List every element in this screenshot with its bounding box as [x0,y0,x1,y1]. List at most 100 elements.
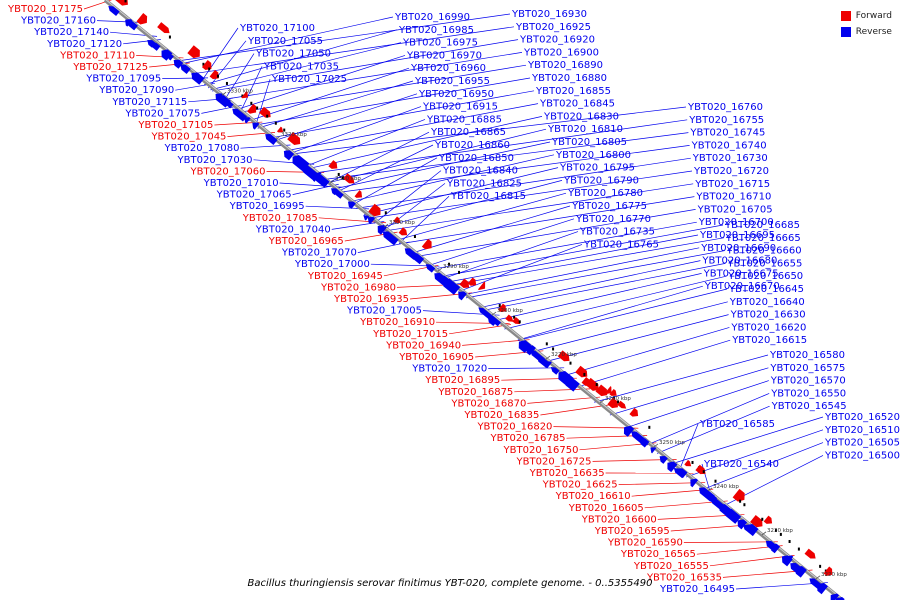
gene-label-YBT020_16495[interactable]: YBT020_16495 [659,584,735,595]
gene-label-YBT020_16625[interactable]: YBT020_16625 [542,480,618,491]
gene-label-YBT020_17025[interactable]: YBT020_17025 [271,74,347,85]
gene-label-YBT020_16620[interactable]: YBT020_16620 [730,322,806,333]
gene-label-YBT020_17100[interactable]: YBT020_17100 [239,23,315,34]
gene-label-YBT020_17075[interactable]: YBT020_17075 [124,108,200,119]
gene-label-YBT020_16955[interactable]: YBT020_16955 [414,76,490,87]
gene-label-YBT020_16760[interactable]: YBT020_16760 [687,102,763,113]
gene-label-YBT020_17010[interactable]: YBT020_17010 [203,178,279,189]
gene-label-YBT020_17105[interactable]: YBT020_17105 [137,120,213,131]
gene-label-YBT020_16605[interactable]: YBT020_16605 [568,503,644,514]
gene-label-YBT020_17035[interactable]: YBT020_17035 [263,61,339,72]
gene-label-YBT020_16875[interactable]: YBT020_16875 [437,387,513,398]
gene-label-YBT020_16805[interactable]: YBT020_16805 [551,137,627,148]
gene-label-YBT020_17080[interactable]: YBT020_17080 [163,143,239,154]
gene-label-YBT020_16675[interactable]: YBT020_16675 [703,268,779,279]
gene-label-YBT020_16680[interactable]: YBT020_16680 [701,256,777,267]
gene-label-YBT020_16580[interactable]: YBT020_16580 [769,350,845,361]
gene-label-YBT020_16770[interactable]: YBT020_16770 [575,214,651,225]
gene-label-YBT020_17120[interactable]: YBT020_17120 [46,39,122,50]
gene-label-YBT020_16890[interactable]: YBT020_16890 [527,60,603,71]
gene-label-YBT020_17005[interactable]: YBT020_17005 [346,306,422,317]
gene-label-YBT020_17160[interactable]: YBT020_17160 [20,16,96,27]
gene-label-YBT020_17095[interactable]: YBT020_17095 [85,74,161,85]
gene-label-YBT020_16910[interactable]: YBT020_16910 [359,317,435,328]
gene-label-YBT020_16635[interactable]: YBT020_16635 [529,468,605,479]
gene-label-YBT020_16735[interactable]: YBT020_16735 [579,227,655,238]
gene-label-YBT020_16810[interactable]: YBT020_16810 [547,124,623,135]
gene-label-YBT020_16845[interactable]: YBT020_16845 [539,99,615,110]
gene-label-YBT020_16665[interactable]: YBT020_16665 [725,233,801,244]
gene-label-YBT020_16965[interactable]: YBT020_16965 [268,236,344,247]
gene-label-YBT020_16700[interactable]: YBT020_16700 [698,217,774,228]
gene-label-YBT020_16935[interactable]: YBT020_16935 [333,294,409,305]
gene-label-YBT020_16980[interactable]: YBT020_16980 [320,282,396,293]
gene-label-YBT020_16840[interactable]: YBT020_16840 [442,166,518,177]
gene-label-YBT020_17085[interactable]: YBT020_17085 [242,213,318,224]
gene-label-YBT020_16780[interactable]: YBT020_16780 [567,188,643,199]
gene-label-YBT020_17040[interactable]: YBT020_17040 [255,224,331,235]
gene-label-YBT020_16575[interactable]: YBT020_16575 [769,363,845,374]
gene-label-YBT020_16835[interactable]: YBT020_16835 [463,410,539,421]
gene-label-YBT020_16825[interactable]: YBT020_16825 [446,178,522,189]
gene-label-YBT020_16720[interactable]: YBT020_16720 [693,166,769,177]
gene-label-YBT020_16775[interactable]: YBT020_16775 [571,201,647,212]
gene-label-YBT020_16585[interactable]: YBT020_16585 [699,419,775,430]
gene-label-YBT020_16765[interactable]: YBT020_16765 [583,239,659,250]
gene-label-YBT020_16630[interactable]: YBT020_16630 [730,310,806,321]
gene-label-YBT020_16660[interactable]: YBT020_16660 [726,246,802,257]
gene-label-YBT020_17175[interactable]: YBT020_17175 [7,4,83,15]
gene-label-YBT020_16820[interactable]: YBT020_16820 [476,422,552,433]
gene-label-YBT020_16650[interactable]: YBT020_16650 [727,271,803,282]
gene-label-YBT020_16795[interactable]: YBT020_16795 [559,163,635,174]
gene-label-YBT020_17070[interactable]: YBT020_17070 [281,248,357,259]
gene-label-YBT020_16655[interactable]: YBT020_16655 [726,258,802,269]
gene-label-YBT020_16570[interactable]: YBT020_16570 [770,376,846,387]
gene-label-YBT020_16645[interactable]: YBT020_16645 [728,284,804,295]
gene-label-YBT020_16830[interactable]: YBT020_16830 [543,111,619,122]
gene-label-YBT020_16990[interactable]: YBT020_16990 [394,12,470,23]
gene-label-YBT020_16870[interactable]: YBT020_16870 [450,398,526,409]
gene-label-YBT020_17115[interactable]: YBT020_17115 [111,97,187,108]
gene-label-YBT020_17050[interactable]: YBT020_17050 [255,49,331,60]
gene-label-YBT020_17140[interactable]: YBT020_17140 [33,27,109,38]
gene-label-YBT020_16815[interactable]: YBT020_16815 [450,191,526,202]
gene-label-YBT020_16505[interactable]: YBT020_16505 [824,438,900,449]
gene-label-YBT020_16695[interactable]: YBT020_16695 [699,230,775,241]
gene-label-YBT020_17030[interactable]: YBT020_17030 [177,155,253,166]
gene-label-YBT020_16545[interactable]: YBT020_16545 [771,401,847,412]
gene-label-YBT020_16550[interactable]: YBT020_16550 [770,388,846,399]
gene-label-YBT020_16915[interactable]: YBT020_16915 [422,102,498,113]
gene-label-YBT020_16960[interactable]: YBT020_16960 [410,63,486,74]
gene-label-YBT020_16975[interactable]: YBT020_16975 [402,38,478,49]
gene-label-YBT020_17110[interactable]: YBT020_17110 [59,50,135,61]
gene-label-YBT020_16750[interactable]: YBT020_16750 [503,445,579,456]
gene-label-YBT020_16905[interactable]: YBT020_16905 [398,352,474,363]
gene-label-YBT020_16860[interactable]: YBT020_16860 [434,140,510,151]
gene-label-YBT020_17020[interactable]: YBT020_17020 [411,364,487,375]
gene-label-YBT020_16940[interactable]: YBT020_16940 [385,340,461,351]
gene-label-YBT020_17060[interactable]: YBT020_17060 [190,166,266,177]
gene-label-YBT020_16615[interactable]: YBT020_16615 [731,335,807,346]
gene-label-YBT020_16730[interactable]: YBT020_16730 [692,153,768,164]
gene-label-YBT020_16535[interactable]: YBT020_16535 [646,572,722,583]
gene-label-YBT020_16600[interactable]: YBT020_16600 [581,514,657,525]
gene-label-YBT020_16565[interactable]: YBT020_16565 [620,549,696,560]
gene-label-YBT020_16540[interactable]: YBT020_16540 [703,459,779,470]
gene-label-YBT020_17015[interactable]: YBT020_17015 [372,329,448,340]
gene-label-YBT020_16850[interactable]: YBT020_16850 [438,153,514,164]
gene-label-YBT020_16895[interactable]: YBT020_16895 [424,375,500,386]
gene-label-YBT020_16610[interactable]: YBT020_16610 [555,491,631,502]
gene-label-YBT020_16925[interactable]: YBT020_16925 [515,22,591,33]
gene-label-YBT020_16900[interactable]: YBT020_16900 [523,47,599,58]
gene-label-YBT020_16945[interactable]: YBT020_16945 [307,271,383,282]
gene-label-YBT020_17045[interactable]: YBT020_17045 [150,132,226,143]
gene-label-YBT020_16740[interactable]: YBT020_16740 [691,140,767,151]
gene-label-YBT020_16690[interactable]: YBT020_16690 [700,243,776,254]
gene-label-YBT020_16930[interactable]: YBT020_16930 [511,9,587,20]
gene-label-YBT020_16715[interactable]: YBT020_16715 [694,179,770,190]
gene-label-YBT020_16745[interactable]: YBT020_16745 [689,128,765,139]
gene-label-YBT020_16595[interactable]: YBT020_16595 [594,526,670,537]
gene-label-YBT020_16985[interactable]: YBT020_16985 [398,25,474,36]
gene-label-YBT020_16590[interactable]: YBT020_16590 [607,538,683,549]
gene-label-YBT020_16865[interactable]: YBT020_16865 [430,127,506,138]
